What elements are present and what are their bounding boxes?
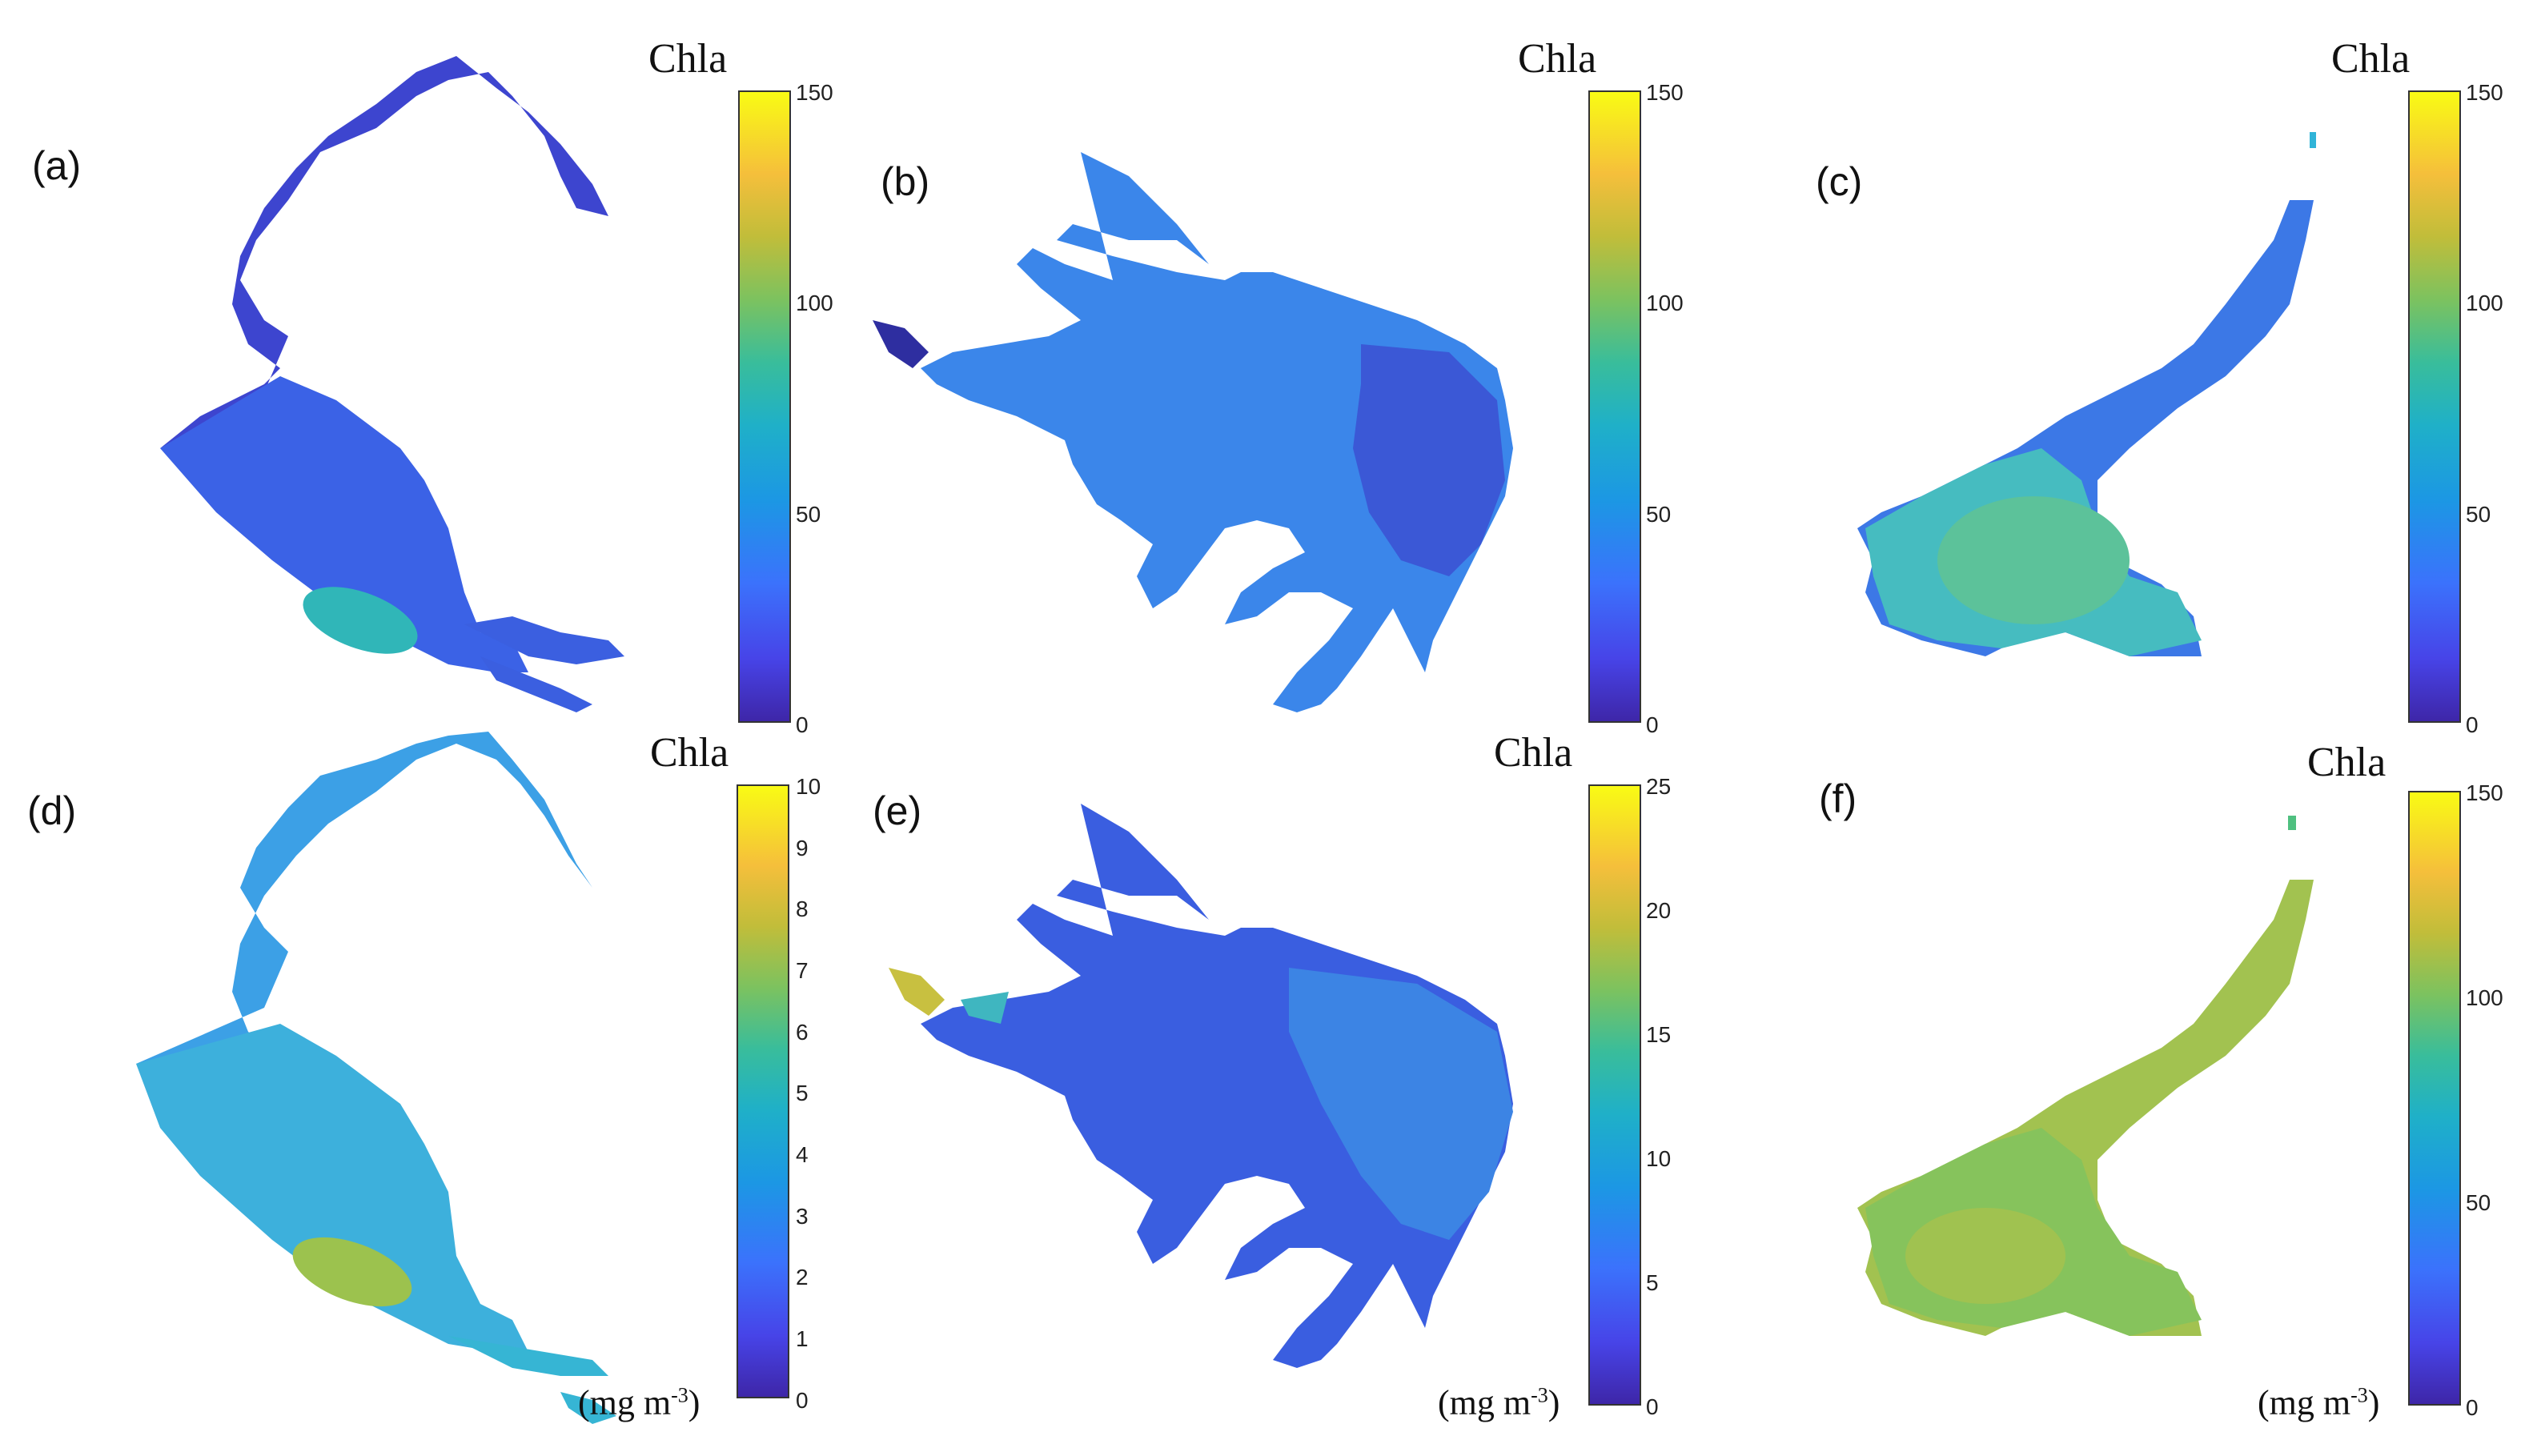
lake-map-e: [889, 804, 1513, 1368]
colorbar-tick-d-8: 8: [796, 896, 809, 921]
colorbar-e: [1588, 784, 1641, 1406]
colorbar-tick-a-150: 150: [796, 80, 833, 105]
colorbar-tick-d-4: 4: [796, 1142, 809, 1167]
colorbar-tick-f-50: 50: [2466, 1190, 2491, 1215]
colorbar-tick-f-150: 150: [2466, 780, 2503, 805]
colorbar-tick-b-0: 0: [1646, 712, 1659, 737]
colorbar-title-f: Chla: [2307, 740, 2387, 785]
panel-c: (c) Chla 150 100 50 0: [1681, 0, 2525, 737]
colorbar-tick-a-50: 50: [796, 502, 821, 527]
colorbar-tick-e-0: 0: [1646, 1394, 1659, 1419]
colorbar-tick-f-0: 0: [2466, 1395, 2479, 1420]
colorbar-units-text-e: (mg m-3): [1438, 1383, 1560, 1422]
colorbar-title-d: Chla: [650, 730, 729, 776]
colorbar-f: [2408, 791, 2461, 1406]
colorbar-title-c: Chla: [2331, 36, 2411, 82]
panel-f: (f) Chla 150 100 50 0 (mg m-3): [1681, 728, 2525, 1456]
colorbar-tick-e-25: 25: [1646, 774, 1672, 799]
lake-map-b: [873, 152, 1513, 712]
lake-map-c: [1857, 132, 2316, 656]
colorbar-title-a: Chla: [648, 36, 728, 82]
colorbar-units-e: (mg m-3): [1438, 1382, 1560, 1423]
colorbar-tick-c-150: 150: [2466, 80, 2503, 105]
colorbar-tick-d-1: 1: [796, 1326, 809, 1351]
panel-b: (b) Chla 150 100 50 0: [841, 0, 1684, 737]
colorbar-tick-a-100: 100: [796, 291, 833, 315]
colorbar-tick-e-15: 15: [1646, 1022, 1672, 1047]
colorbar-title-e: Chla: [1494, 730, 1573, 776]
colorbar-tick-c-50: 50: [2466, 502, 2491, 527]
colorbar-tick-f-100: 100: [2466, 985, 2503, 1010]
colorbar-units-f: (mg m-3): [2258, 1382, 2379, 1423]
colorbar-tick-d-7: 7: [796, 958, 809, 983]
colorbar-tick-e-20: 20: [1646, 898, 1672, 923]
colorbar-tick-d-2: 2: [796, 1265, 809, 1290]
colorbar-tick-d-5: 5: [796, 1081, 809, 1105]
panel-label-f: (f): [1819, 776, 1857, 821]
colorbar-d: [737, 784, 789, 1398]
colorbar-tick-e-5: 5: [1646, 1270, 1659, 1295]
colorbar-tick-b-150: 150: [1646, 80, 1684, 105]
panel-d: (d) Chla 10 9 8 7 6 5 4 3 2 1 0 (mg m-3): [0, 728, 841, 1456]
colorbar-units-d: (mg m-3): [578, 1382, 700, 1423]
colorbar-tick-e-10: 10: [1646, 1146, 1672, 1171]
lake-map-a: [160, 56, 624, 712]
colorbar-tick-c-100: 100: [2466, 291, 2503, 315]
colorbar-tick-c-0: 0: [2466, 712, 2479, 737]
colorbar-c: [2408, 90, 2461, 723]
colorbar-tick-b-50: 50: [1646, 502, 1672, 527]
panel-label-b: (b): [881, 159, 930, 204]
colorbar-b: [1588, 90, 1641, 723]
colorbar-units-text-d: (mg m-3): [578, 1383, 700, 1422]
colorbar-units-text-f: (mg m-3): [2258, 1383, 2380, 1422]
colorbar-tick-d-3: 3: [796, 1204, 809, 1229]
colorbar-tick-d-10: 10: [796, 774, 821, 799]
colorbar-tick-d-6: 6: [796, 1020, 809, 1045]
units-exponent: -3: [1531, 1383, 1548, 1407]
lake-map-d: [136, 732, 616, 1424]
colorbar-tick-d-9: 9: [796, 836, 809, 860]
units-exponent: -3: [2350, 1383, 2368, 1407]
colorbar-tick-a-0: 0: [796, 712, 809, 737]
colorbar-tick-b-100: 100: [1646, 291, 1684, 315]
panel-label-d: (d): [27, 788, 77, 833]
colorbar-tick-d-0: 0: [796, 1388, 809, 1413]
lake-map-f: [1857, 816, 2314, 1336]
panel-a: (a) Chla 150 100 50 0: [0, 0, 841, 737]
panel-label-c: (c): [1816, 159, 1863, 204]
panel-e: (e) Chla 25 20 15 10 5 0 (mg m-3): [841, 728, 1681, 1456]
panel-label-a: (a): [32, 143, 82, 188]
units-exponent: -3: [671, 1383, 688, 1407]
colorbar-title-b: Chla: [1518, 36, 1597, 82]
panel-label-e: (e): [873, 788, 922, 833]
colorbar-a: [738, 90, 791, 723]
